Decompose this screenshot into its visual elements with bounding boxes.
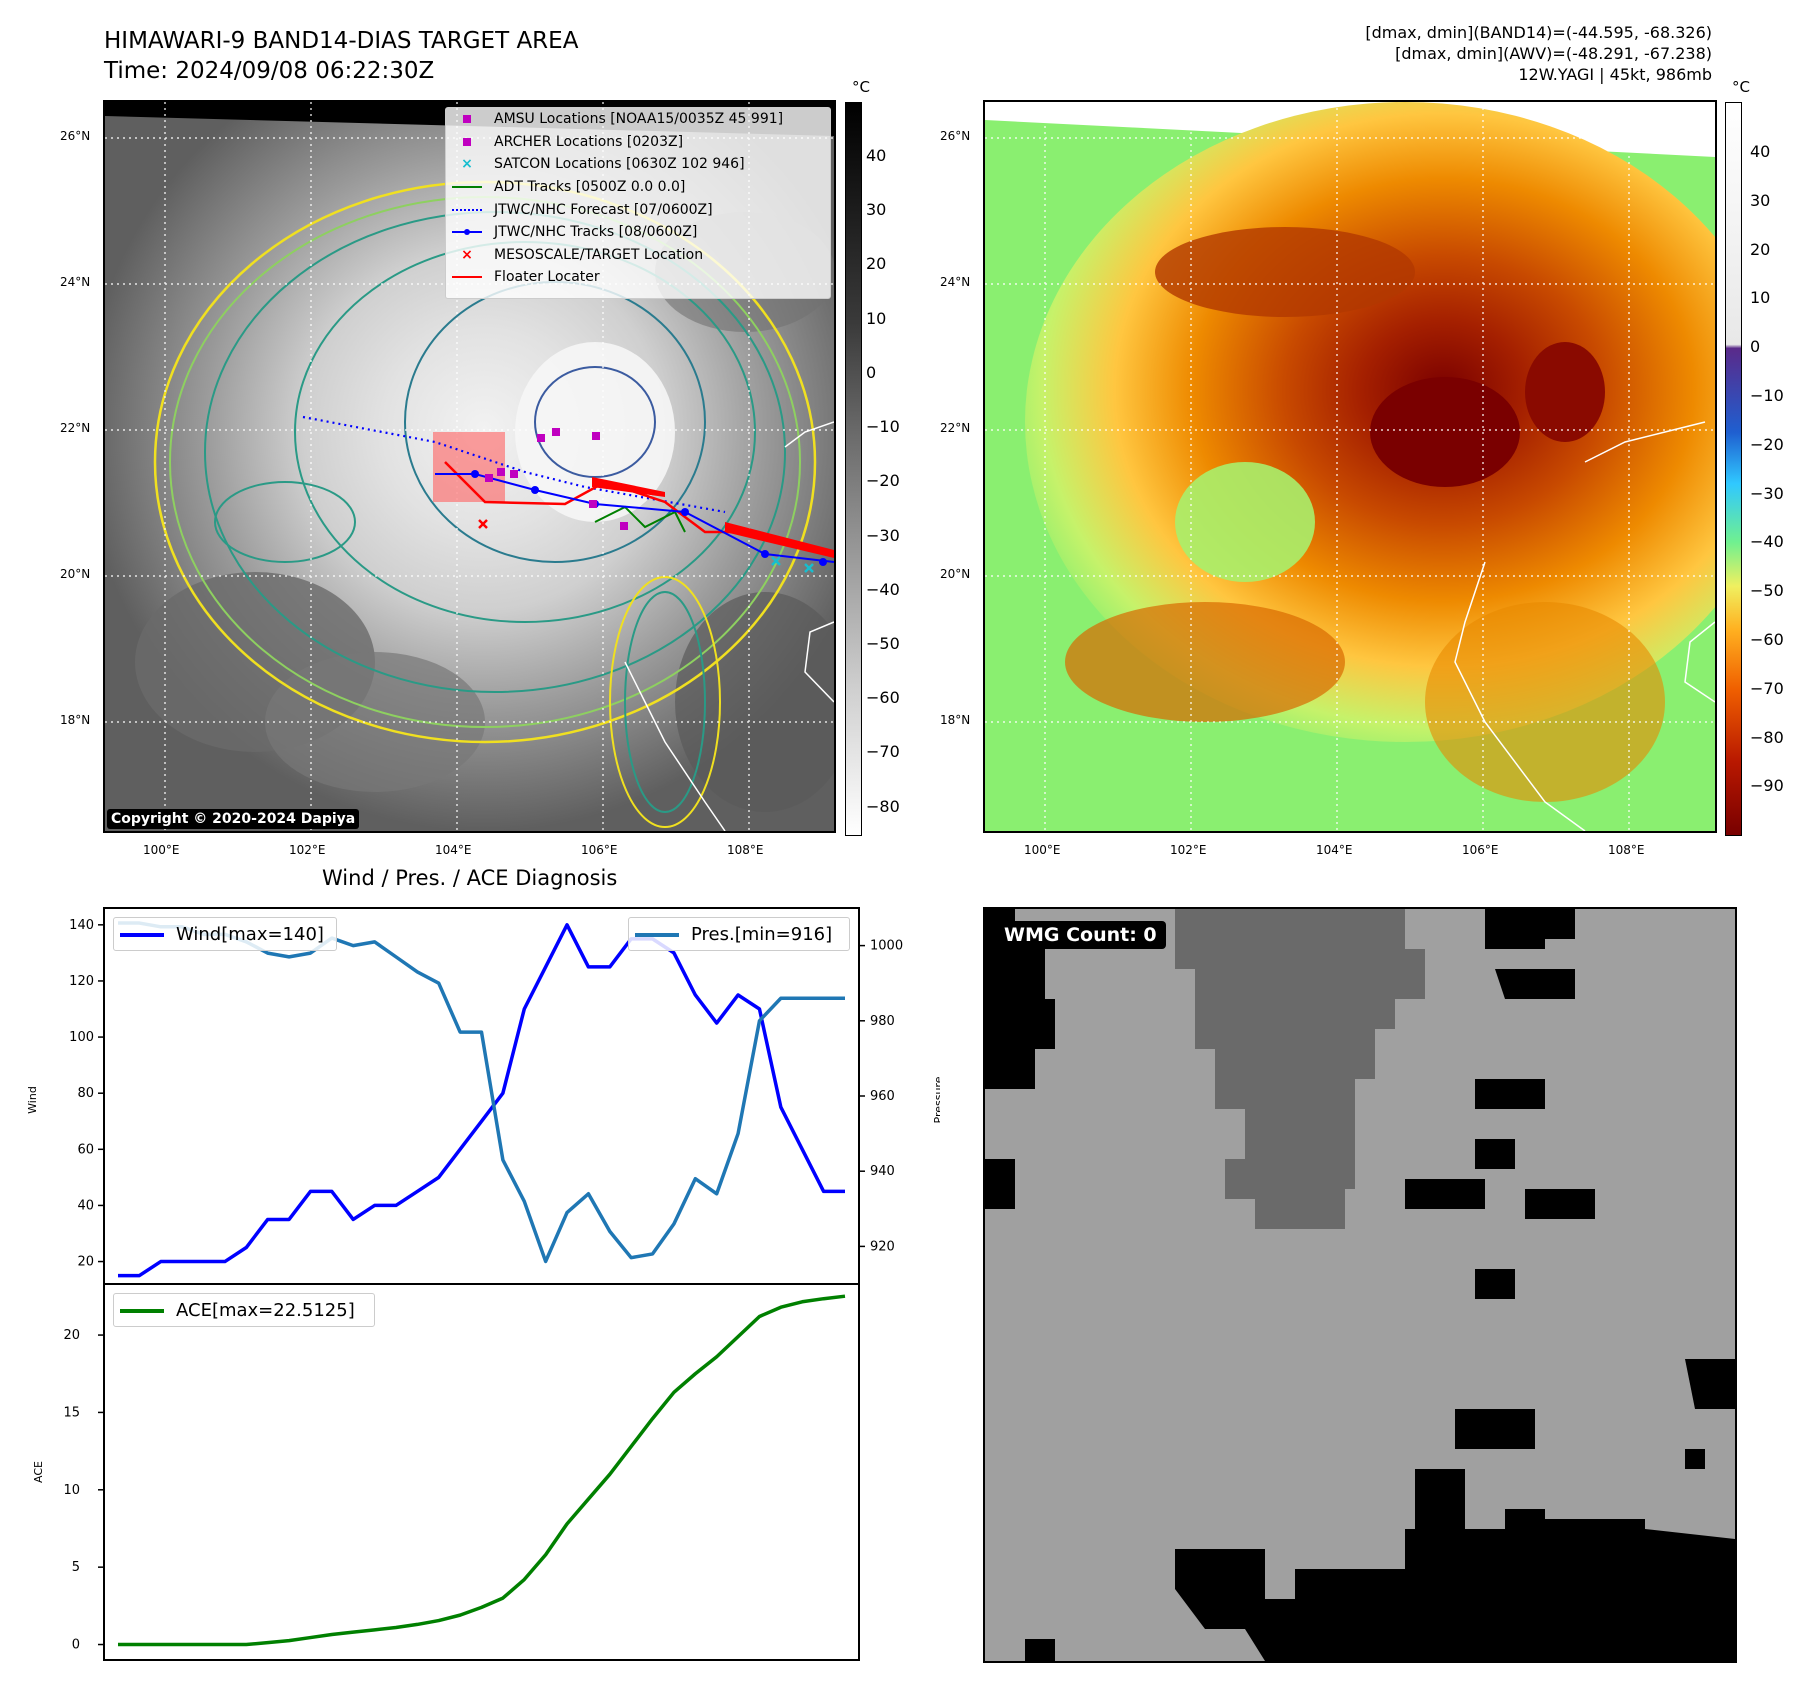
line-marker-icon bbox=[120, 1303, 164, 1317]
legend-archer: ARCHER Locations [0203Z] bbox=[446, 131, 830, 154]
wind-tick-label: 60 bbox=[77, 1142, 94, 1157]
pressure-axis-label: Pressure bbox=[932, 1076, 940, 1123]
square-marker-icon bbox=[452, 135, 482, 149]
wmg-count-label: WMG Count: 0 bbox=[995, 921, 1166, 949]
dotted-line-icon bbox=[452, 203, 482, 217]
line-dot-icon bbox=[452, 225, 482, 239]
line-marker-icon bbox=[635, 927, 679, 941]
x-marker-icon: × bbox=[461, 246, 473, 263]
wmg-map bbox=[985, 909, 1735, 1661]
ace-tick-label: 20 bbox=[63, 1328, 80, 1343]
diagnosis-title: Wind / Pres. / ACE Diagnosis bbox=[322, 866, 618, 890]
awv-map-panel bbox=[983, 100, 1717, 833]
pres-legend: Pres.[min=916] bbox=[628, 917, 850, 951]
wind-tick-label: 40 bbox=[77, 1198, 94, 1213]
pressure-tick-label: 960 bbox=[870, 1089, 895, 1104]
wind-legend: Wind[max=140] bbox=[113, 917, 337, 951]
legend-satcon: × SATCON Locations [0630Z 102 946] bbox=[446, 153, 830, 176]
wind-tick-label: 120 bbox=[69, 974, 94, 989]
ace-legend: ACE[max=22.5125] bbox=[113, 1293, 375, 1327]
ace-tick-label: 10 bbox=[63, 1483, 80, 1498]
wind-axis-label: Wind bbox=[26, 1086, 39, 1114]
stats-line-1: [dmax, dmin](BAND14)=(-44.595, -68.326) bbox=[1365, 23, 1712, 42]
gray-colorbar bbox=[845, 102, 862, 836]
pressure-tick-label: 940 bbox=[870, 1164, 895, 1179]
ace-tick-label: 15 bbox=[63, 1405, 80, 1420]
pressure-tick-label: 1000 bbox=[870, 939, 903, 954]
legend-amsu: AMSU Locations [NOAA15/0035Z 45 991] bbox=[446, 108, 830, 131]
legend-adt: ADT Tracks [0500Z 0.0 0.0] bbox=[446, 176, 830, 199]
awv-colorbar-unit: °C bbox=[1732, 78, 1750, 96]
stats-line-2: [dmax, dmin](AWV)=(-48.291, -67.238) bbox=[1395, 44, 1712, 63]
awv-colorbar bbox=[1725, 102, 1742, 836]
awv-map bbox=[985, 102, 1715, 831]
ace-series-line bbox=[118, 1294, 846, 1647]
map-legend: AMSU Locations [NOAA15/0035Z 45 991] ARC… bbox=[445, 107, 831, 299]
x-marker-icon: × bbox=[461, 156, 473, 173]
line-marker-icon bbox=[120, 927, 164, 941]
line-marker-icon bbox=[452, 270, 482, 284]
legend-target: × MESOSCALE/TARGET Location bbox=[446, 244, 830, 267]
ir-map-panel: AMSU Locations [NOAA15/0035Z 45 991] ARC… bbox=[103, 100, 836, 833]
wind-tick-label: 80 bbox=[77, 1086, 94, 1101]
legend-tracks: JTWC/NHC Tracks [08/0600Z] bbox=[446, 221, 830, 244]
wind-series-line bbox=[118, 923, 845, 1278]
wmg-panel: WMG Count: 0 bbox=[983, 907, 1737, 1663]
chart-title: HIMAWARI-9 BAND14-DIAS TARGET AREA bbox=[104, 28, 579, 54]
stats-line-3: 12W.YAGI | 45kt, 986mb bbox=[1518, 65, 1712, 84]
legend-forecast: JTWC/NHC Forecast [07/0600Z] bbox=[446, 198, 830, 221]
pressure-tick-label: 920 bbox=[870, 1239, 895, 1254]
wind-tick-label: 20 bbox=[77, 1255, 94, 1270]
ace-tick-label: 5 bbox=[72, 1560, 80, 1575]
legend-floater: Floater Locater bbox=[446, 266, 830, 289]
gray-colorbar-unit: °C bbox=[852, 78, 870, 96]
line-marker-icon bbox=[452, 180, 482, 194]
wind-tick-label: 140 bbox=[69, 918, 94, 933]
chart-time: Time: 2024/09/08 06:22:30Z bbox=[104, 58, 435, 84]
ace-axis-label: ACE bbox=[32, 1461, 45, 1483]
wind-tick-label: 100 bbox=[69, 1030, 94, 1045]
square-marker-icon bbox=[452, 112, 482, 126]
ace-tick-label: 0 bbox=[72, 1638, 80, 1653]
copyright-label: Copyright © 2020-2024 Dapiya bbox=[107, 809, 360, 829]
pressure-tick-label: 980 bbox=[870, 1014, 895, 1029]
